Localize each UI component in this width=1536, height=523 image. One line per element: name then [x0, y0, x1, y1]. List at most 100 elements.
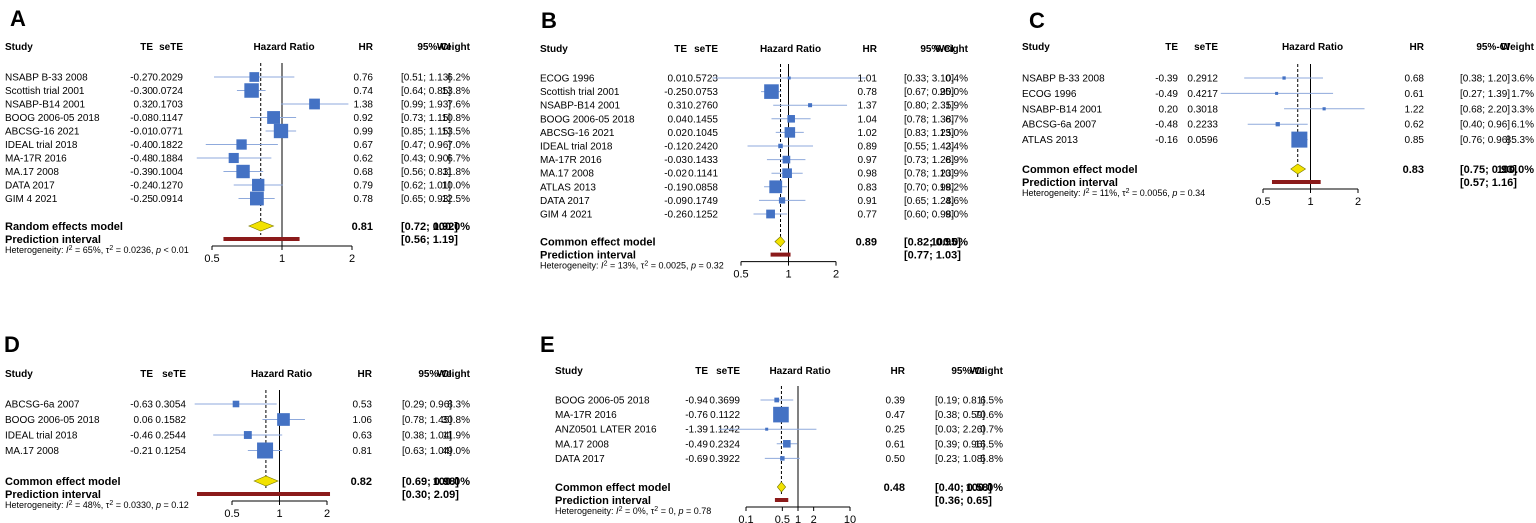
study-weight: 1.7% [1511, 89, 1534, 100]
study-weight: 3.6% [1511, 74, 1534, 85]
header-te: TE [140, 369, 153, 380]
study-te: -0.94 [685, 396, 708, 407]
study-hr: 1.01 [858, 74, 878, 85]
study-hr: 1.38 [354, 100, 374, 111]
study-sete: 0.0753 [687, 87, 718, 98]
prediction-interval-bar [774, 498, 789, 502]
study-hr: 0.62 [1405, 120, 1425, 131]
header-ci: 95%-CI [1476, 42, 1510, 53]
study-name: GIM 4 2021 [540, 210, 593, 221]
study-te: -0.63 [130, 400, 153, 411]
study-weight: 8.3% [447, 400, 470, 411]
study-te: -0.09 [664, 196, 687, 207]
study-te: -1.39 [685, 425, 708, 436]
study-sete: 0.2912 [1187, 74, 1218, 85]
header-sete: seTE [162, 369, 186, 380]
study-point [277, 413, 290, 426]
study-te: 0.20 [1159, 104, 1179, 115]
study-ci: [0.78; 1.38] [904, 114, 954, 125]
study-name: MA-17R 2016 [555, 410, 617, 421]
study-hr: 0.68 [1405, 74, 1425, 85]
study-ci: [0.38; 1.20] [1460, 74, 1510, 85]
study-hr: 0.78 [354, 194, 374, 205]
study-weight: 2.4% [945, 142, 968, 153]
study-hr: 0.47 [886, 410, 906, 421]
study-te: -0.25 [664, 87, 687, 98]
study-ci: [0.65; 0.93] [401, 194, 451, 205]
study-sete: 0.1749 [687, 196, 718, 207]
prediction-interval-ci: [0.56; 1.19] [401, 234, 458, 246]
header-hr: HR [891, 366, 906, 377]
header-study: Study [5, 42, 33, 53]
study-name: ATLAS 2013 [1022, 135, 1078, 146]
header-sete: seTE [1194, 42, 1218, 53]
study-hr: 0.39 [886, 396, 906, 407]
model-weight: 100.0% [931, 237, 969, 249]
study-hr: 0.62 [354, 154, 374, 165]
study-ci: [0.78; 1.45] [402, 415, 452, 426]
study-te: -0.08 [130, 113, 153, 124]
study-sete: 0.1141 [688, 169, 718, 180]
study-weight: 6.2% [447, 73, 470, 84]
pooled-diamond [1290, 163, 1307, 175]
study-sete: 0.1045 [687, 128, 718, 139]
study-hr: 0.61 [1405, 89, 1425, 100]
study-sete: 0.2544 [155, 431, 186, 442]
study-weight: 13.0% [940, 128, 968, 139]
study-ci: [0.27; 1.39] [1460, 89, 1510, 100]
study-weight: 6.1% [1511, 120, 1534, 131]
study-sete: 0.2233 [1187, 120, 1218, 131]
heterogeneity-text: Heterogeneity: I2 = 65%, τ2 = 0.0236, p … [5, 245, 189, 256]
study-hr: 0.76 [354, 73, 374, 84]
panel-letter: D [4, 332, 20, 357]
study-ci: [0.47; 0.96] [401, 140, 451, 151]
study-name: ANZ0501 LATER 2016 [555, 425, 657, 436]
prediction-interval-label: Prediction interval [555, 495, 651, 507]
study-point [1282, 76, 1286, 80]
study-ci: [0.65; 1.28] [904, 196, 954, 207]
panel-letter: A [10, 6, 26, 31]
study-weight: 12.5% [442, 194, 470, 205]
study-sete: 0.2760 [687, 101, 718, 112]
study-sete: 0.3054 [155, 400, 186, 411]
study-hr: 0.99 [354, 127, 374, 138]
study-point [1291, 131, 1308, 148]
study-weight: 5.8% [980, 454, 1003, 465]
study-point [784, 127, 796, 138]
study-hr: 0.92 [354, 113, 374, 124]
model-label: Common effect model [540, 237, 656, 249]
study-sete: 0.0914 [152, 194, 183, 205]
study-point [780, 456, 785, 461]
study-hr: 0.50 [886, 454, 906, 465]
study-sete: 0.3699 [709, 396, 740, 407]
study-name: MA.17 2008 [5, 446, 59, 457]
study-ci: [0.73; 1.28] [904, 155, 954, 166]
model-hr: 0.82 [351, 476, 372, 488]
study-sete: 0.1455 [687, 114, 718, 125]
study-te: -0.12 [664, 142, 687, 153]
study-te: 0.01 [668, 74, 688, 85]
study-name: ABCSG-6a 2007 [1022, 120, 1097, 131]
study-te: 0.02 [668, 128, 688, 139]
study-point [787, 115, 795, 123]
study-ci: [0.43; 0.90] [401, 154, 451, 165]
x-tick-label: 1 [279, 253, 285, 265]
study-ci: [0.23; 1.08] [935, 454, 985, 465]
study-sete: 0.1147 [153, 113, 183, 124]
study-name: MA-17R 2016 [540, 155, 602, 166]
study-sete: 0.1254 [155, 446, 186, 457]
study-ci: [0.51; 1.13] [401, 73, 451, 84]
header-weight: Weight [437, 369, 471, 380]
study-hr: 0.68 [354, 167, 374, 178]
header-weight: Weight [1501, 42, 1535, 53]
study-name: ECOG 1996 [540, 74, 595, 85]
pooled-diamond [774, 236, 786, 248]
study-hr: 0.98 [858, 169, 878, 180]
x-tick-label: 0.5 [775, 514, 790, 523]
study-sete: 0.1822 [152, 140, 183, 151]
study-ci: [0.76; 0.96] [1460, 135, 1510, 146]
study-sete: 0.1270 [152, 181, 183, 192]
study-name: ABCSG-16 2021 [540, 128, 615, 139]
